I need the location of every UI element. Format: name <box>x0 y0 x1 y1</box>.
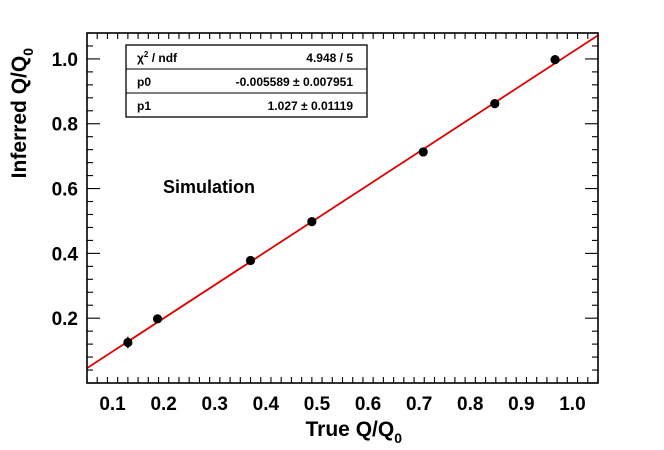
data-point <box>418 147 428 157</box>
data-point <box>123 336 133 349</box>
x-tick-label: 0.6 <box>355 394 381 415</box>
stats-value-p0: -0.005589 ± 0.007951 <box>236 75 354 89</box>
point-marker <box>152 314 163 324</box>
point-marker <box>490 99 500 109</box>
x-tick-label: 1.0 <box>559 394 585 415</box>
x-tick-labels: 0.1 0.2 0.3 0.4 0.5 0.6 0.7 0.8 0.9 1.0 <box>99 394 585 415</box>
x-axis-title: True Q/Q0 <box>306 418 403 446</box>
data-point <box>152 314 163 324</box>
x-tick-label: 0.5 <box>304 394 331 415</box>
y-tick-labels: 0.2 0.4 0.6 0.8 1.0 <box>52 50 79 330</box>
x-tick-label: 0.2 <box>150 394 176 415</box>
stats-label-chi2: χ2 / ndf <box>137 50 178 65</box>
y-axis-title: Inferred Q/Q0 <box>8 48 36 179</box>
point-marker <box>307 217 317 227</box>
fit-stats-box: χ2 / ndf 4.948 / 5 p0 -0.005589 ± 0.0079… <box>125 44 368 118</box>
x-tick-label: 0.9 <box>508 394 534 415</box>
y-tick-label: 0.2 <box>52 309 78 330</box>
y-tick-label: 1.0 <box>52 50 78 71</box>
data-point <box>245 255 256 266</box>
stats-label-p0: p0 <box>137 75 151 89</box>
x-tick-label: 0.4 <box>253 394 280 415</box>
data-point <box>550 54 560 65</box>
x-tick-label: 0.7 <box>406 394 432 415</box>
simulation-label: Simulation <box>163 177 255 197</box>
point-marker <box>550 54 560 65</box>
y-tick-label: 0.6 <box>52 180 78 201</box>
stats-value-chi2: 4.948 / 5 <box>306 51 353 65</box>
point-marker <box>418 147 428 157</box>
stats-box-frame <box>125 44 368 118</box>
stats-value-p1: 1.027 ± 0.01119 <box>268 99 354 113</box>
point-marker <box>123 337 133 348</box>
plot-frame <box>86 32 599 384</box>
x-tick-label: 0.3 <box>202 394 228 415</box>
x-tick-label: 0.1 <box>99 394 126 415</box>
y-tick-label: 0.8 <box>52 115 78 136</box>
x-tick-label: 0.8 <box>457 394 483 415</box>
data-points <box>123 54 560 349</box>
point-marker <box>245 255 256 266</box>
data-point <box>307 217 317 227</box>
fit-line <box>87 34 598 369</box>
data-point <box>490 99 500 109</box>
stats-label-p1: p1 <box>137 99 151 113</box>
y-tick-label: 0.4 <box>52 244 79 265</box>
